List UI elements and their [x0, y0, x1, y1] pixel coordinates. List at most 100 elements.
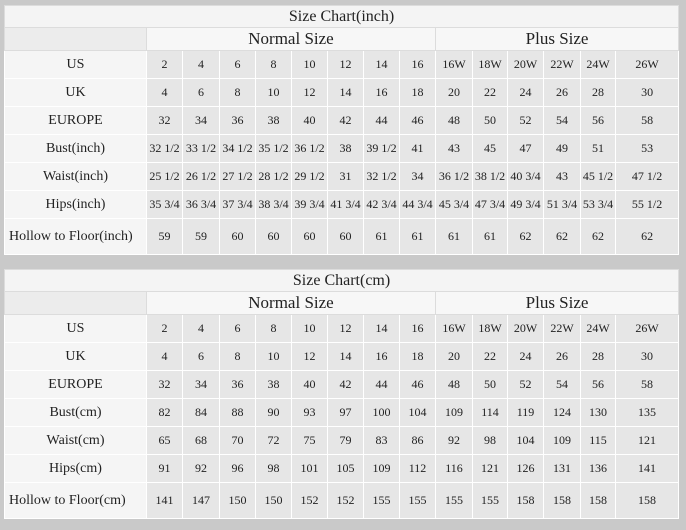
table-row: Waist(inch) 25 1/2 26 1/2 27 1/2 28 1/2 29 1/…: [4, 162, 680, 191]
table-cell: 121: [614, 426, 680, 455]
table-cell: 96: [219, 454, 256, 483]
table-cell: 109: [435, 398, 473, 427]
table-cell: 40: [291, 370, 328, 399]
table-cell: 34: [399, 162, 436, 191]
table-cell: 18W: [472, 50, 508, 79]
size-table: Size Chart(cm) Normal Size Plus Size US 2 4 6 8…: [3, 269, 680, 519]
table-cell: 52: [507, 106, 544, 135]
table-cell: 152: [327, 482, 364, 519]
table-cell: 22: [472, 78, 508, 107]
table-cell: 12: [327, 50, 364, 79]
table-cell: 38: [255, 106, 292, 135]
table-cell: 25 1/2: [146, 162, 183, 191]
table-cell: 141: [614, 454, 680, 483]
table-cell: 155: [472, 482, 508, 519]
table-cell: 6: [219, 314, 256, 343]
table-cell: 26W: [614, 50, 680, 79]
table-cell: 22: [472, 342, 508, 371]
table-cell: 50: [472, 370, 508, 399]
table-cell: 8: [255, 314, 292, 343]
table-cell: 16: [363, 78, 400, 107]
table-cell: 34: [182, 370, 220, 399]
table-cell: 43: [543, 162, 581, 191]
table-cell: 16W: [435, 314, 473, 343]
table-cell: 36 3/4: [182, 190, 220, 219]
table-cell: 158: [580, 482, 616, 519]
table-cell: 18: [399, 342, 436, 371]
table-cell: 49 3/4: [507, 190, 544, 219]
table-cell: 62: [507, 218, 544, 255]
table-cell: 30: [614, 342, 680, 371]
table-cell: 40: [291, 106, 328, 135]
table-cell: 158: [543, 482, 581, 519]
table-cell: 92: [435, 426, 473, 455]
table-row: UK 4 6 8 10 12 14 16 18 20 22 24 26 28 30: [4, 342, 680, 371]
table-cell: 70: [219, 426, 256, 455]
normal-size-header: Normal Size: [146, 27, 436, 51]
table-cell: 22W: [543, 314, 581, 343]
table-cell: 101: [291, 454, 328, 483]
table-cell: 22W: [543, 50, 581, 79]
table-cell: 39 3/4: [291, 190, 328, 219]
table-cell: 35 3/4: [146, 190, 183, 219]
table-cell: 50: [472, 106, 508, 135]
table-cell: 58: [614, 106, 680, 135]
table-cell: 60: [291, 218, 328, 255]
table-cell: 12: [327, 314, 364, 343]
table-cell: 34: [182, 106, 220, 135]
table-cell: 14: [327, 342, 364, 371]
table-cell: 16: [399, 50, 436, 79]
table-cell: 24: [507, 78, 544, 107]
table-cell: 31: [327, 162, 364, 191]
table-cell: 131: [543, 454, 581, 483]
table-cell: 104: [507, 426, 544, 455]
table-cell: 54: [543, 370, 581, 399]
table-cell: 8: [219, 342, 256, 371]
table-cell: 10: [291, 50, 328, 79]
table-cell: 44: [363, 106, 400, 135]
table-cell: 26: [543, 78, 581, 107]
size-table: Size Chart(inch) Normal Size Plus Size US 2 4…: [3, 5, 680, 255]
table-cell: 44 3/4: [399, 190, 436, 219]
table-cell: 86: [399, 426, 436, 455]
table-cell: 53: [614, 134, 680, 163]
table-cell: 14: [363, 314, 400, 343]
table-cell: 42 3/4: [363, 190, 400, 219]
header-blank: [4, 27, 147, 51]
table-cell: 79: [327, 426, 364, 455]
table-cell: 130: [580, 398, 616, 427]
chart-title: Size Chart(cm): [3, 269, 680, 292]
table-cell: 158: [507, 482, 544, 519]
table-cell: 62: [614, 218, 680, 255]
table-cell: 82: [146, 398, 183, 427]
table-cell: 16: [399, 314, 436, 343]
table-cell: 59: [182, 218, 220, 255]
table-cell: 84: [182, 398, 220, 427]
table-row: Waist(cm) 65 68 70 72 75 79 83 86 92 98 104 109 115 12…: [4, 426, 680, 455]
table-cell: 12: [291, 78, 328, 107]
row-label: EUROPE: [4, 370, 147, 399]
table-cell: 18W: [472, 314, 508, 343]
table-cell: 136: [580, 454, 616, 483]
table-cell: 8: [219, 78, 256, 107]
table-cell: 52: [507, 370, 544, 399]
table-cell: 60: [219, 218, 256, 255]
table-cell: 65: [146, 426, 183, 455]
table-cell: 49: [543, 134, 581, 163]
table-cell: 35 1/2: [255, 134, 292, 163]
table-cell: 38: [327, 134, 364, 163]
table-row: Hollow to Floor(inch) 59 59 60 60 60 60 61 61 61 6…: [4, 218, 680, 255]
table-cell: 61: [472, 218, 508, 255]
table-cell: 6: [182, 342, 220, 371]
table-row: Hips(inch) 35 3/4 36 3/4 37 3/4 38 3/4 39 3/4…: [4, 190, 680, 219]
table-cell: 83: [363, 426, 400, 455]
size-chart-cm: Size Chart(cm) Normal Size Plus Size US 2 4 6 8…: [3, 269, 680, 519]
table-cell: 14: [363, 50, 400, 79]
table-cell: 54: [543, 106, 581, 135]
table-cell: 32: [146, 370, 183, 399]
table-cell: 47 3/4: [472, 190, 508, 219]
table-cell: 4: [182, 314, 220, 343]
table-cell: 98: [255, 454, 292, 483]
table-cell: 155: [399, 482, 436, 519]
table-cell: 45 3/4: [435, 190, 473, 219]
